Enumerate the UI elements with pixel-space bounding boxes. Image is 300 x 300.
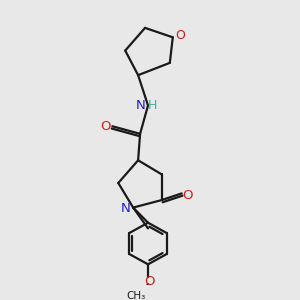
Text: O: O	[100, 120, 111, 133]
Text: O: O	[182, 189, 193, 202]
Text: N: N	[120, 202, 130, 215]
Text: O: O	[175, 29, 185, 42]
Text: N: N	[136, 99, 146, 112]
Text: CH₃: CH₃	[127, 290, 146, 300]
Text: H: H	[147, 99, 157, 112]
Text: O: O	[144, 275, 154, 288]
